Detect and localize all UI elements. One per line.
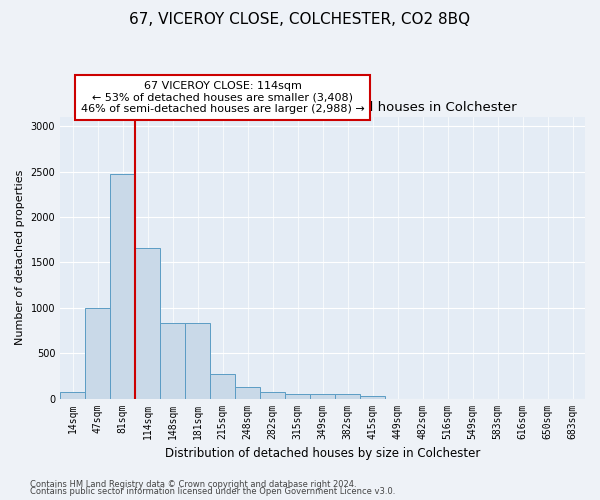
Bar [285, 394, 310, 398]
Text: 67 VICEROY CLOSE: 114sqm
← 53% of detached houses are smaller (3,408)
46% of sem: 67 VICEROY CLOSE: 114sqm ← 53% of detach… [81, 81, 365, 114]
Y-axis label: Number of detached properties: Number of detached properties [15, 170, 25, 346]
Bar [135, 248, 160, 398]
Bar [185, 323, 210, 398]
X-axis label: Distribution of detached houses by size in Colchester: Distribution of detached houses by size … [165, 447, 480, 460]
Bar [60, 392, 85, 398]
Bar [310, 394, 335, 398]
Text: 67, VICEROY CLOSE, COLCHESTER, CO2 8BQ: 67, VICEROY CLOSE, COLCHESTER, CO2 8BQ [130, 12, 470, 28]
Bar [360, 396, 385, 398]
Bar [160, 323, 185, 398]
Bar [235, 387, 260, 398]
Bar [85, 308, 110, 398]
Title: Size of property relative to detached houses in Colchester: Size of property relative to detached ho… [128, 102, 517, 114]
Bar [260, 392, 285, 398]
Text: Contains HM Land Registry data © Crown copyright and database right 2024.: Contains HM Land Registry data © Crown c… [30, 480, 356, 489]
Bar [335, 394, 360, 398]
Text: Contains public sector information licensed under the Open Government Licence v3: Contains public sector information licen… [30, 487, 395, 496]
Bar [110, 174, 135, 398]
Bar [210, 374, 235, 398]
